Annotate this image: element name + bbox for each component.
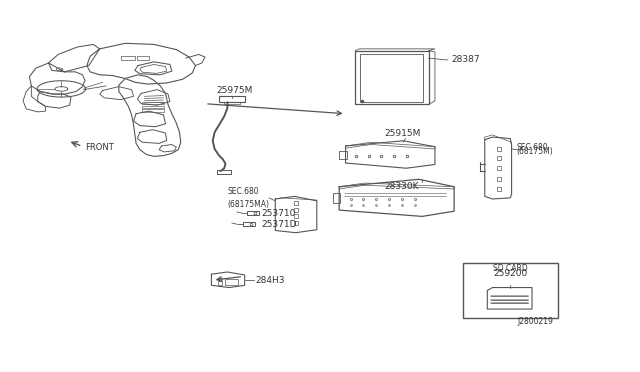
Text: J2800219: J2800219 bbox=[517, 317, 553, 326]
Bar bbox=[463, 263, 557, 318]
Text: 253710: 253710 bbox=[261, 209, 296, 218]
Bar bbox=[121, 56, 135, 60]
Text: 284H3: 284H3 bbox=[255, 276, 284, 285]
Text: FRONT: FRONT bbox=[85, 143, 114, 152]
Text: 25915M: 25915M bbox=[384, 129, 420, 138]
Bar bbox=[355, 51, 429, 105]
Bar bbox=[224, 102, 240, 104]
Bar bbox=[247, 211, 259, 215]
Text: 259200: 259200 bbox=[493, 269, 527, 278]
Bar bbox=[243, 222, 255, 226]
Bar bbox=[143, 106, 164, 108]
Bar bbox=[333, 193, 340, 203]
Bar bbox=[143, 102, 164, 105]
Bar bbox=[216, 170, 230, 174]
Bar bbox=[360, 54, 424, 102]
Bar bbox=[225, 279, 238, 285]
Text: 28330K: 28330K bbox=[384, 182, 419, 191]
Bar bbox=[219, 96, 244, 102]
Text: 28387: 28387 bbox=[451, 55, 479, 64]
Text: SEC.680: SEC.680 bbox=[227, 187, 259, 196]
Bar bbox=[138, 56, 149, 60]
Text: (68175MA): (68175MA) bbox=[227, 200, 269, 209]
Text: 25975M: 25975M bbox=[216, 86, 253, 95]
Text: SEC.680: SEC.680 bbox=[516, 142, 548, 151]
Text: (68175M): (68175M) bbox=[516, 147, 554, 156]
Bar bbox=[143, 109, 164, 112]
Bar bbox=[339, 151, 347, 159]
Text: 25371D: 25371D bbox=[261, 220, 297, 229]
Text: SD CARD: SD CARD bbox=[493, 264, 528, 273]
